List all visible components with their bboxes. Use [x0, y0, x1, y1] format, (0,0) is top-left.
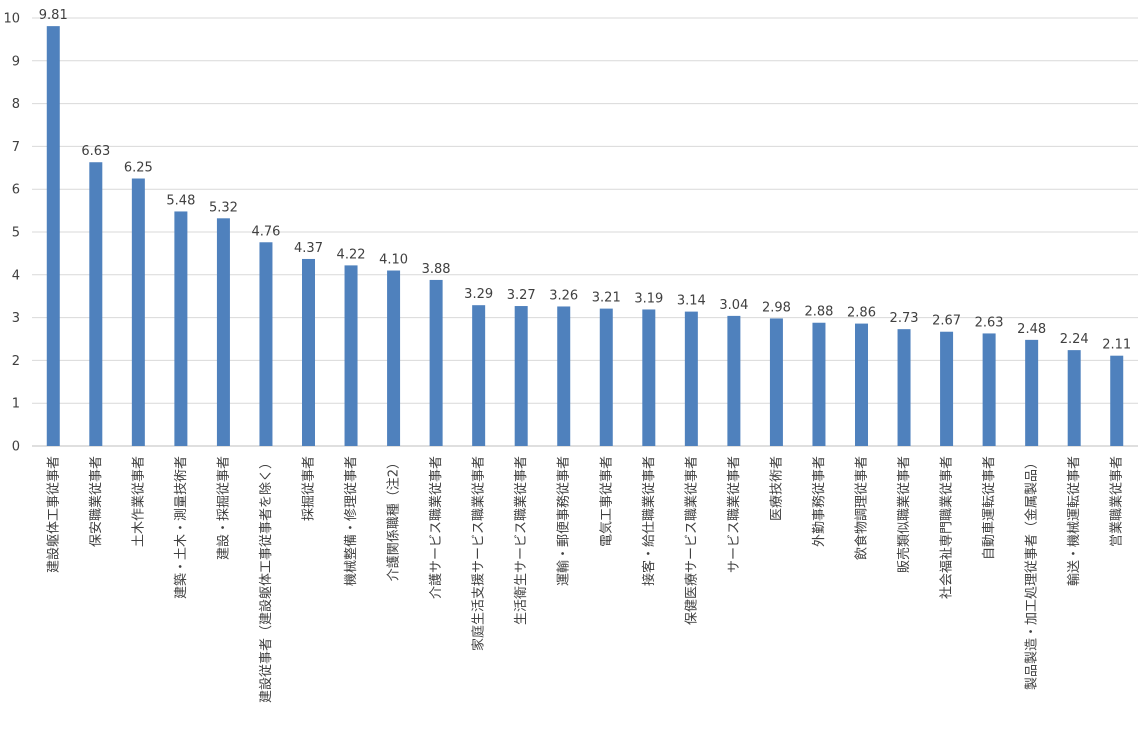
x-tick-label: 土木作業従事者	[130, 456, 146, 547]
bar	[684, 311, 698, 446]
x-tick-label: 電気工事従事者	[598, 456, 614, 547]
y-tick-label: 8	[12, 97, 20, 112]
data-label: 2.98	[762, 300, 791, 315]
x-tick-label: 保安職業従事者	[88, 456, 104, 547]
bar	[1110, 355, 1124, 446]
data-label: 3.27	[507, 288, 536, 303]
bar	[131, 178, 145, 446]
data-label: 5.48	[166, 193, 195, 208]
data-label: 4.37	[294, 241, 323, 256]
bar	[174, 211, 188, 446]
data-label: 9.81	[39, 8, 68, 23]
x-tick-label: 機械整備・修理従事者	[343, 456, 359, 586]
data-label: 5.32	[209, 200, 238, 215]
y-tick-label: 4	[12, 268, 20, 283]
bar	[557, 306, 571, 446]
x-tick-label: 建築・土木・測量技術者	[174, 456, 189, 599]
bar	[429, 279, 443, 446]
bars	[46, 26, 1124, 447]
x-axis-tick-labels: 建設躯体工事従事者 保安職業従事者 土木作業従事者 建築・土木・測量技術者 建設・採掘従…	[45, 456, 1124, 703]
x-tick-label: 建設躯体工事従事者	[45, 456, 61, 573]
y-axis-tick-labels: 0 1 2 3 4 5 6 7 8 9 10	[3, 12, 20, 455]
bar	[769, 318, 783, 446]
data-label: 2.63	[975, 315, 1004, 330]
x-tick-label: 建設・採掘従事者	[215, 456, 231, 560]
y-tick-label: 1	[12, 397, 20, 412]
x-tick-label: 外勤事務従事者	[812, 456, 827, 547]
x-tick-label: 社会福祉専門職業従事者	[939, 456, 955, 599]
x-tick-label: 製品製造・加工処理従事者（金属製品）	[1024, 456, 1040, 690]
data-label: 3.21	[592, 291, 621, 306]
x-tick-label: 営業職業従事者	[1109, 456, 1125, 547]
x-tick-label: 輸送・機械運転従事者	[1067, 456, 1082, 586]
y-tick-label: 3	[12, 311, 20, 326]
y-tick-label: 6	[12, 183, 20, 198]
bar	[344, 265, 358, 446]
data-labels: 9.81 6.63 6.25 5.48 5.32 4.76 4.37 4.22 4.10 3.88…	[39, 8, 1131, 353]
y-tick-label: 7	[12, 140, 20, 155]
x-tick-label: 自動車運転従事者	[982, 456, 997, 560]
bar	[727, 315, 741, 446]
data-label: 2.86	[847, 306, 876, 321]
data-label: 3.04	[719, 298, 748, 313]
x-tick-label: 接客・給仕職業従事者	[641, 456, 657, 586]
x-tick-label: 保健医療サービス職業従事者	[683, 456, 699, 625]
bar	[89, 162, 103, 446]
x-tick-label: 建設従事者（建設躯体工事従事者を除く）	[258, 456, 274, 703]
x-tick-label: サービス職業従事者	[726, 456, 742, 573]
data-label: 6.63	[81, 144, 110, 159]
bar	[259, 242, 273, 446]
bar	[46, 26, 60, 447]
x-tick-label: 生活衛生サービス職業従事者	[513, 456, 529, 625]
y-tick-label: 2	[12, 354, 20, 369]
bar	[387, 270, 401, 446]
bar	[302, 258, 315, 446]
bar	[1067, 350, 1081, 446]
gridlines	[32, 17, 1138, 447]
bar	[897, 329, 911, 446]
data-label: 2.24	[1060, 332, 1089, 347]
bar	[514, 306, 528, 446]
y-tick-label: 0	[12, 440, 20, 455]
data-label: 2.88	[804, 305, 833, 320]
bar	[472, 305, 486, 446]
data-label: 2.48	[1017, 322, 1046, 337]
x-tick-label: 採掘従事者	[302, 456, 317, 521]
data-label: 3.29	[464, 287, 493, 302]
data-label: 3.88	[422, 262, 451, 277]
bar	[812, 322, 826, 446]
bar	[982, 333, 996, 446]
data-label: 3.19	[634, 291, 663, 306]
x-tick-label: 運輸・郵便事務従事者	[557, 456, 572, 586]
data-label: 4.22	[337, 247, 366, 262]
y-tick-label: 9	[12, 54, 20, 69]
data-label: 3.26	[549, 288, 578, 303]
y-tick-label: 10	[3, 12, 20, 27]
x-tick-label: 販売類似職業従事者	[896, 456, 912, 573]
bar	[1025, 339, 1039, 446]
x-tick-label: 介護サービス職業従事者	[428, 456, 444, 599]
x-tick-label: 飲食物調理従事者	[854, 456, 870, 560]
data-label: 4.10	[379, 253, 408, 268]
x-tick-label: 家庭生活支援サービス職業従事者	[471, 456, 487, 651]
data-label: 2.67	[932, 314, 961, 329]
x-tick-label: 医療技術者	[769, 456, 784, 521]
bar	[216, 218, 230, 446]
bar	[599, 308, 613, 446]
data-label: 2.11	[1102, 338, 1131, 353]
data-label: 2.73	[890, 311, 919, 326]
bar	[855, 323, 868, 446]
data-label: 3.14	[677, 294, 706, 309]
data-label: 4.76	[251, 224, 280, 239]
bar	[940, 331, 954, 446]
bar	[642, 309, 656, 446]
data-label: 6.25	[124, 161, 153, 176]
x-tick-label: 介護関係職種（注2）	[386, 456, 402, 581]
y-tick-label: 5	[12, 226, 20, 241]
